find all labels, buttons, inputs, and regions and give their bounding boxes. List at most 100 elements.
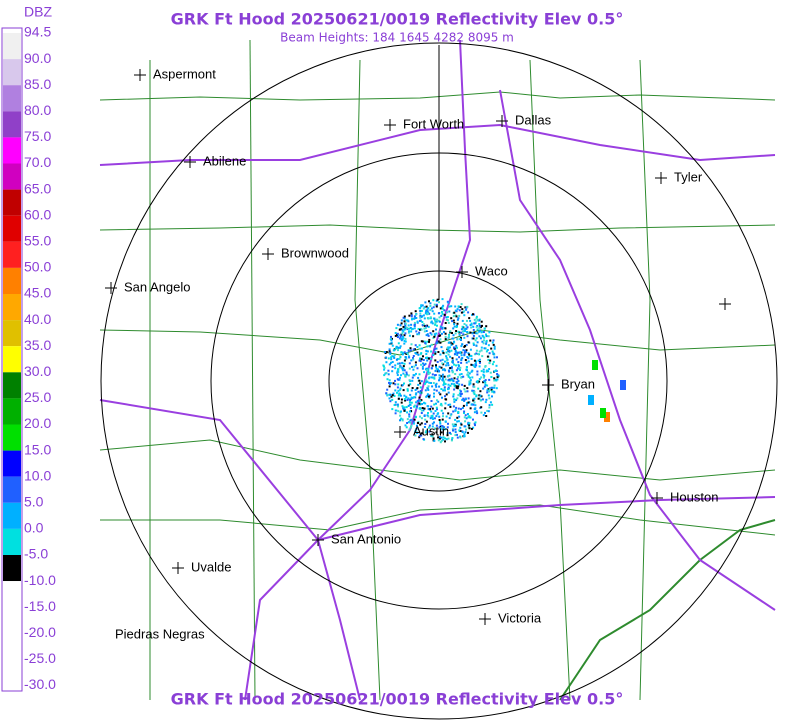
echo-pixel — [424, 324, 426, 327]
echo-pixel — [468, 331, 471, 334]
echo-pixel — [473, 359, 476, 362]
echo-pixel — [454, 418, 457, 421]
echo-pixel — [447, 375, 450, 378]
echo-pixel — [433, 377, 436, 380]
echo-pixel — [393, 395, 396, 397]
echo-pixel — [460, 328, 463, 331]
echo-pixel — [466, 335, 469, 338]
echo-pixel — [468, 353, 471, 356]
echo-pixel — [403, 369, 406, 372]
echo-pixel — [436, 298, 439, 301]
echo-pixel — [403, 320, 406, 323]
echo-pixel — [463, 384, 466, 387]
echo-pixel — [463, 351, 466, 354]
echo-pixel — [456, 346, 458, 349]
echo-pixel — [419, 319, 422, 322]
echo-pixel — [454, 424, 457, 427]
city-label: Uvalde — [191, 559, 231, 574]
echo-pixel — [446, 347, 449, 350]
echo-pixel — [453, 323, 456, 326]
echo-pixel — [388, 379, 391, 382]
echo-pixel — [462, 397, 465, 400]
echo-pixel — [445, 318, 448, 321]
echo-pixel — [403, 334, 406, 337]
echo-pixel — [431, 414, 434, 417]
echo-pixel — [417, 328, 420, 330]
echo-pixel — [420, 422, 423, 425]
echo-pixel — [465, 361, 468, 364]
echo-pixel — [455, 315, 458, 318]
echo-pixel — [409, 421, 412, 424]
echo-pixel — [410, 312, 413, 315]
echo-pixel — [445, 398, 448, 401]
echo-pixel — [419, 360, 422, 363]
echo-pixel — [406, 328, 409, 331]
echo-pixel — [391, 361, 394, 363]
echo-pixel — [389, 382, 392, 385]
echo-pixel — [413, 348, 416, 351]
echo-pixel — [452, 334, 455, 337]
echo-pixel — [479, 399, 482, 402]
legend-label: -5.0 — [24, 546, 48, 562]
echo-pixel — [412, 420, 415, 423]
echo-pixel — [463, 314, 466, 317]
echo-pixel — [426, 340, 429, 343]
echo-pixel — [401, 351, 404, 354]
echo-pixel — [475, 317, 478, 320]
echo-pixel — [411, 379, 414, 382]
echo-pixel — [409, 399, 412, 401]
echo-pixel — [456, 318, 459, 321]
echo-pixel — [487, 335, 490, 338]
echo-pixel — [420, 316, 423, 318]
echo-pixel — [491, 386, 494, 389]
echo-pixel — [430, 343, 433, 346]
echo-pixel — [463, 410, 466, 413]
echo-pixel — [444, 437, 447, 440]
echo-pixel — [450, 317, 453, 320]
echo-pixel — [461, 343, 464, 346]
echo-pixel — [418, 333, 420, 336]
echo-pixel — [428, 426, 431, 429]
echo-pixel — [488, 352, 491, 355]
echo-pixel — [440, 436, 443, 439]
echo-pixel — [434, 334, 437, 337]
echo-pixel — [495, 369, 497, 372]
echo-pixel — [413, 396, 416, 399]
echo-pixel — [452, 319, 455, 322]
legend-label: 65.0 — [24, 180, 51, 196]
legend-swatch — [3, 555, 21, 582]
echo-pixel — [469, 379, 472, 382]
echo-pixel — [446, 316, 449, 318]
echo-pixel — [419, 400, 422, 403]
echo-cell — [604, 412, 610, 422]
echo-pixel — [433, 421, 435, 424]
echo-pixel — [460, 423, 463, 426]
echo-pixel — [426, 380, 429, 383]
legend-swatch — [3, 398, 21, 425]
echo-pixel — [439, 330, 441, 333]
echo-pixel — [454, 428, 457, 431]
echo-pixel — [441, 362, 444, 365]
echo-pixel — [434, 351, 437, 353]
echo-pixel — [388, 363, 391, 366]
echo-pixel — [437, 312, 440, 315]
echo-pixel — [439, 393, 442, 396]
echo-pixel — [441, 418, 444, 421]
echo-pixel — [447, 347, 450, 350]
echo-pixel — [483, 385, 486, 388]
echo-pixel — [444, 389, 446, 392]
echo-pixel — [413, 317, 416, 320]
echo-pixel — [467, 360, 470, 363]
echo-pixel — [425, 305, 428, 308]
echo-pixel — [452, 405, 455, 408]
echo-pixel — [462, 349, 465, 352]
echo-pixel — [424, 382, 426, 385]
echo-pixel — [455, 330, 458, 332]
echo-pixel — [403, 340, 406, 342]
echo-pixel — [406, 388, 409, 391]
echo-pixel — [464, 431, 467, 434]
echo-pixel — [485, 335, 488, 338]
echo-pixel — [408, 334, 411, 337]
echo-pixel — [478, 361, 481, 364]
echo-pixel — [473, 322, 476, 325]
